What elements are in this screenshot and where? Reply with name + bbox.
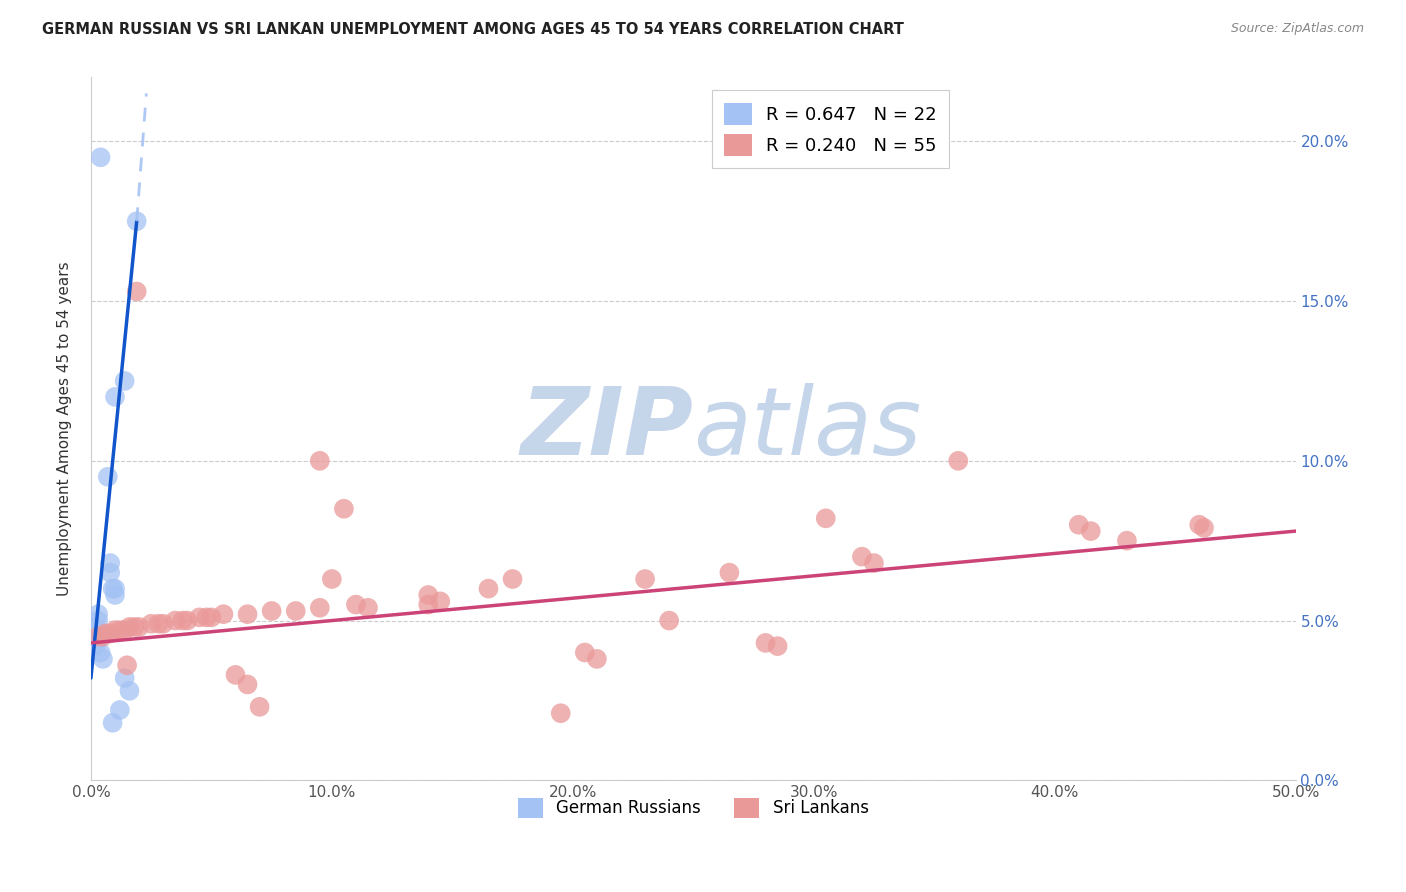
- Point: [224, 668, 246, 682]
- Point: [344, 598, 367, 612]
- Text: ZIP: ZIP: [520, 383, 693, 475]
- Point: [851, 549, 873, 564]
- Point: [94, 626, 117, 640]
- Point: [87, 614, 110, 628]
- Point: [148, 616, 170, 631]
- Point: [754, 636, 776, 650]
- Text: GERMAN RUSSIAN VS SRI LANKAN UNEMPLOYMENT AMONG AGES 45 TO 54 YEARS CORRELATION : GERMAN RUSSIAN VS SRI LANKAN UNEMPLOYMEN…: [42, 22, 904, 37]
- Point: [108, 703, 131, 717]
- Legend: German Russians, Sri Lankans: German Russians, Sri Lankans: [512, 791, 876, 825]
- Point: [104, 623, 127, 637]
- Point: [766, 639, 789, 653]
- Point: [114, 623, 136, 637]
- Point: [1192, 521, 1215, 535]
- Point: [98, 566, 121, 580]
- Text: atlas: atlas: [693, 384, 921, 475]
- Point: [118, 620, 141, 634]
- Point: [84, 639, 107, 653]
- Point: [948, 454, 970, 468]
- Point: [90, 150, 112, 164]
- Point: [90, 646, 112, 660]
- Point: [502, 572, 524, 586]
- Point: [124, 620, 146, 634]
- Point: [101, 715, 124, 730]
- Point: [236, 607, 259, 622]
- Point: [574, 646, 596, 660]
- Point: [418, 588, 440, 602]
- Point: [586, 652, 609, 666]
- Point: [200, 610, 222, 624]
- Point: [321, 572, 343, 586]
- Point: [98, 556, 121, 570]
- Point: [333, 501, 356, 516]
- Point: [236, 677, 259, 691]
- Point: [115, 658, 138, 673]
- Point: [152, 616, 174, 631]
- Point: [172, 614, 194, 628]
- Y-axis label: Unemployment Among Ages 45 to 54 years: Unemployment Among Ages 45 to 54 years: [58, 261, 72, 596]
- Point: [114, 374, 136, 388]
- Point: [718, 566, 741, 580]
- Point: [195, 610, 218, 624]
- Point: [104, 582, 127, 596]
- Point: [863, 556, 886, 570]
- Point: [357, 600, 380, 615]
- Point: [1116, 533, 1139, 548]
- Point: [104, 390, 127, 404]
- Point: [87, 630, 110, 644]
- Point: [308, 454, 330, 468]
- Point: [1188, 517, 1211, 532]
- Point: [418, 598, 440, 612]
- Point: [165, 614, 187, 628]
- Point: [128, 620, 150, 634]
- Point: [249, 699, 271, 714]
- Point: [188, 610, 211, 624]
- Point: [284, 604, 307, 618]
- Point: [84, 620, 107, 634]
- Point: [634, 572, 657, 586]
- Point: [91, 630, 114, 644]
- Point: [141, 616, 163, 631]
- Point: [1067, 517, 1090, 532]
- Point: [1080, 524, 1102, 538]
- Point: [658, 614, 681, 628]
- Point: [176, 614, 198, 628]
- Point: [114, 671, 136, 685]
- Point: [97, 470, 120, 484]
- Point: [87, 632, 110, 647]
- Point: [91, 652, 114, 666]
- Point: [101, 582, 124, 596]
- Point: [308, 600, 330, 615]
- Point: [429, 594, 451, 608]
- Point: [108, 623, 131, 637]
- Point: [87, 607, 110, 622]
- Point: [125, 285, 148, 299]
- Point: [98, 626, 121, 640]
- Point: [212, 607, 235, 622]
- Point: [118, 683, 141, 698]
- Text: Source: ZipAtlas.com: Source: ZipAtlas.com: [1230, 22, 1364, 36]
- Point: [814, 511, 837, 525]
- Point: [125, 214, 148, 228]
- Point: [260, 604, 283, 618]
- Point: [477, 582, 499, 596]
- Point: [550, 706, 572, 721]
- Point: [90, 626, 112, 640]
- Point: [104, 588, 127, 602]
